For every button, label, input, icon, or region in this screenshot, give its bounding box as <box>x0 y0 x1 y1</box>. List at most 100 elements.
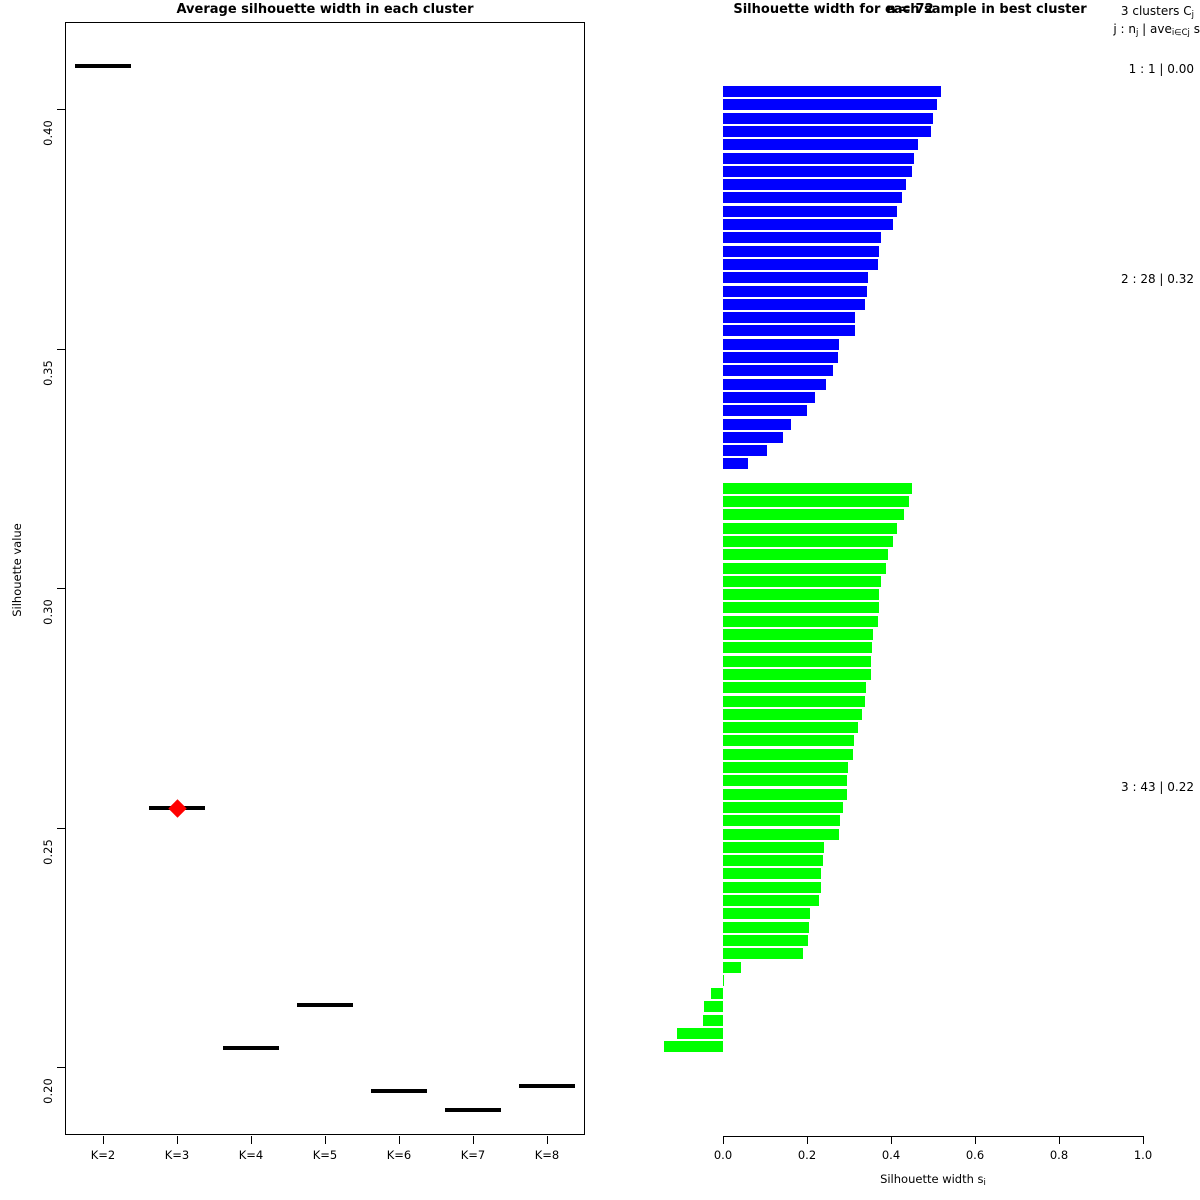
left-x-tick-label: K=4 <box>238 1148 264 1162</box>
left-y-tick-label: 0.25 <box>41 838 55 865</box>
silhouette-bar <box>723 602 880 614</box>
silhouette-bar <box>723 948 803 960</box>
silhouette-bar <box>723 312 856 324</box>
right-x-tick-mark <box>975 1136 976 1144</box>
silhouette-bar <box>723 496 909 507</box>
cluster-average-segment <box>371 1088 427 1093</box>
silhouette-bar <box>723 735 855 747</box>
silhouette-bar <box>676 1028 723 1039</box>
cluster-average-segment <box>297 1002 353 1007</box>
silhouette-bar <box>723 112 933 124</box>
legend-header-line1: 3 clusters Cj <box>1121 4 1194 20</box>
silhouette-bar <box>723 378 827 390</box>
silhouette-bar <box>723 245 880 257</box>
silhouette-bar <box>723 668 871 680</box>
silhouette-bar <box>723 482 912 494</box>
cluster-average-segment <box>75 64 131 69</box>
left-y-tick-mark <box>57 348 65 350</box>
silhouette-bar <box>723 431 783 443</box>
silhouette-bar <box>723 258 879 270</box>
right-x-tick-label: 0.8 <box>1049 1148 1069 1162</box>
legend-cluster-count: 3 clusters C <box>1120 4 1192 18</box>
silhouette-bar <box>723 615 878 627</box>
legend-formula-sub2: i∈Cj <box>1171 28 1190 39</box>
left-y-tick-label: 0.35 <box>41 359 55 386</box>
silhouette-bar <box>723 86 942 97</box>
silhouette-bar <box>723 535 894 547</box>
right-x-axis-label-text: Silhouette width s <box>880 1172 984 1186</box>
silhouette-bar <box>723 298 865 310</box>
right-x-axis-label-subscript: i <box>983 1178 986 1189</box>
left-x-tick-mark <box>473 1136 474 1144</box>
silhouette-bar <box>723 868 822 880</box>
cluster-average-segment <box>223 1045 279 1050</box>
silhouette-bar <box>723 509 904 521</box>
silhouette-bar <box>723 165 912 177</box>
silhouette-bar <box>723 522 898 534</box>
silhouette-bar <box>723 974 725 986</box>
silhouette-bar <box>723 682 866 694</box>
silhouette-bar <box>723 325 855 337</box>
silhouette-bar <box>723 338 839 350</box>
right-x-axis-label: Silhouette width si <box>813 1172 1053 1188</box>
cluster-legend-label: 3 : 43 | 0.22 <box>1121 780 1194 794</box>
left-x-tick-label: K=6 <box>386 1148 412 1162</box>
left-x-tick-mark <box>399 1136 400 1144</box>
silhouette-bar <box>723 961 741 973</box>
right-plot-title: Silhouette width for each sample in best… <box>733 2 1087 17</box>
silhouette-bar <box>723 748 854 760</box>
silhouette-bar <box>723 708 862 720</box>
silhouette-bar <box>723 762 848 773</box>
cluster-legend-label: 1 : 1 | 0.00 <box>1128 62 1194 76</box>
silhouette-bar <box>723 695 865 707</box>
silhouette-bar <box>723 775 848 787</box>
left-x-tick-label: K=3 <box>164 1148 190 1162</box>
silhouette-bar <box>723 788 847 800</box>
silhouette-bar <box>723 405 807 417</box>
silhouette-bar <box>723 908 810 920</box>
left-y-tick-label: 0.30 <box>41 599 55 625</box>
left-x-tick-label: K=8 <box>534 1148 560 1162</box>
legend-formula-a: j : n <box>1113 22 1136 36</box>
right-x-tick-label: 0.6 <box>965 1148 985 1162</box>
legend-formula-b: | ave <box>1138 22 1172 36</box>
legend-header-line2: j : nj | avei∈Cj s <box>1113 22 1200 38</box>
silhouette-bar <box>723 629 873 640</box>
right-x-tick-mark <box>891 1136 892 1144</box>
silhouette-bar <box>664 1041 723 1053</box>
silhouette-bar <box>723 655 872 667</box>
silhouette-bar <box>723 895 819 906</box>
left-x-tick-mark <box>325 1136 326 1144</box>
left-x-tick-label: K=5 <box>312 1148 338 1162</box>
legend-formula-sub1: j <box>1135 28 1139 39</box>
left-x-tick-mark <box>103 1136 104 1144</box>
silhouette-bar <box>723 391 816 403</box>
silhouette-bar <box>723 125 931 137</box>
cluster-average-segment <box>519 1084 575 1089</box>
right-x-tick-mark <box>1059 1136 1060 1144</box>
silhouette-bar <box>723 562 886 574</box>
left-plot-area <box>65 22 585 1135</box>
silhouette-bar <box>704 1001 723 1013</box>
left-x-tick-label: K=7 <box>460 1148 486 1162</box>
right-x-tick-mark <box>1143 1136 1144 1144</box>
silhouette-bar <box>723 352 838 363</box>
silhouette-bar <box>723 365 834 377</box>
left-x-tick-mark <box>177 1136 178 1144</box>
silhouette-bar <box>723 575 882 587</box>
silhouette-bar <box>723 855 824 867</box>
silhouette-bar <box>723 722 859 734</box>
left-y-tick-label: 0.40 <box>41 120 55 146</box>
right-x-tick-label: 1.0 <box>1133 1148 1153 1162</box>
silhouette-bar <box>723 801 843 813</box>
silhouette-bar <box>723 192 902 204</box>
silhouette-bar <box>723 445 768 457</box>
silhouette-bar <box>723 934 808 946</box>
silhouette-bar <box>711 988 723 1000</box>
right-x-tick-mark <box>723 1136 724 1144</box>
silhouette-bar <box>723 841 824 853</box>
left-y-axis-label: Silhouette value <box>10 523 24 617</box>
silhouette-bar <box>702 1014 723 1026</box>
left-y-tick-mark <box>57 588 65 590</box>
